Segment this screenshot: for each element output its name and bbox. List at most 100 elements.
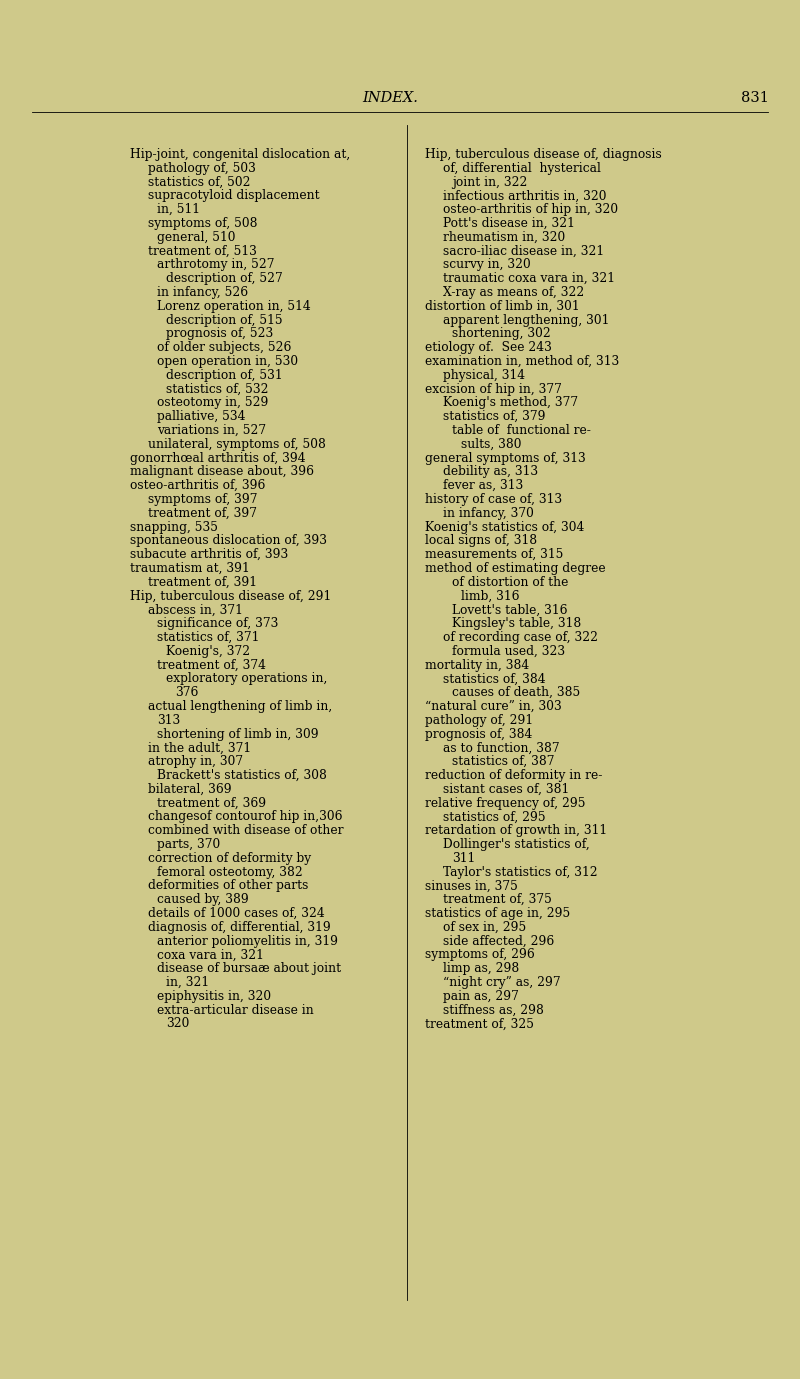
- Text: prognosis of, 523: prognosis of, 523: [166, 327, 274, 341]
- Text: “natural cure” in, 303: “natural cure” in, 303: [425, 701, 562, 713]
- Text: statistics of, 295: statistics of, 295: [443, 811, 546, 823]
- Text: Koenig's method, 377: Koenig's method, 377: [443, 396, 578, 410]
- Text: relative frequency of, 295: relative frequency of, 295: [425, 797, 586, 809]
- Text: distortion of limb in, 301: distortion of limb in, 301: [425, 299, 580, 313]
- Text: statistics of, 387: statistics of, 387: [452, 756, 554, 768]
- Text: statistics of, 371: statistics of, 371: [157, 632, 259, 644]
- Text: statistics of age in, 295: statistics of age in, 295: [425, 907, 570, 920]
- Text: apparent lengthening, 301: apparent lengthening, 301: [443, 313, 610, 327]
- Text: 376: 376: [175, 687, 198, 699]
- Text: bilateral, 369: bilateral, 369: [148, 783, 232, 796]
- Text: INDEX.: INDEX.: [362, 91, 418, 105]
- Text: 320: 320: [166, 1018, 190, 1030]
- Text: table of  functional re-: table of functional re-: [452, 423, 591, 437]
- Text: Brackett's statistics of, 308: Brackett's statistics of, 308: [157, 769, 327, 782]
- Text: rheumatism in, 320: rheumatism in, 320: [443, 230, 566, 244]
- Text: Koenig's, 372: Koenig's, 372: [166, 645, 250, 658]
- Text: sistant cases of, 381: sistant cases of, 381: [443, 783, 570, 796]
- Text: scurvy in, 320: scurvy in, 320: [443, 258, 530, 272]
- Text: debility as, 313: debility as, 313: [443, 465, 538, 479]
- Text: symptoms of, 508: symptoms of, 508: [148, 217, 258, 230]
- Text: general, 510: general, 510: [157, 230, 235, 244]
- Text: examination in, method of, 313: examination in, method of, 313: [425, 354, 619, 368]
- Text: changesof contourof hip in,306: changesof contourof hip in,306: [148, 811, 342, 823]
- Text: Lovett's table, 316: Lovett's table, 316: [452, 604, 567, 616]
- Text: measurements of, 315: measurements of, 315: [425, 549, 563, 561]
- Text: joint in, 322: joint in, 322: [452, 175, 527, 189]
- Text: reduction of deformity in re-: reduction of deformity in re-: [425, 769, 602, 782]
- Text: femoral osteotomy, 382: femoral osteotomy, 382: [157, 866, 302, 878]
- Text: pathology of, 291: pathology of, 291: [425, 714, 533, 727]
- Text: osteo-arthritis of, 396: osteo-arthritis of, 396: [130, 479, 266, 492]
- Text: “night cry” as, 297: “night cry” as, 297: [443, 976, 561, 989]
- Text: of older subjects, 526: of older subjects, 526: [157, 341, 291, 354]
- Text: in infancy, 370: in infancy, 370: [443, 507, 534, 520]
- Text: pain as, 297: pain as, 297: [443, 990, 519, 1003]
- Text: treatment of, 513: treatment of, 513: [148, 244, 257, 258]
- Text: of, differential  hysterical: of, differential hysterical: [443, 161, 601, 175]
- Text: Kingsley's table, 318: Kingsley's table, 318: [452, 618, 582, 630]
- Text: osteo-arthritis of hip in, 320: osteo-arthritis of hip in, 320: [443, 203, 618, 217]
- Text: in the adult, 371: in the adult, 371: [148, 742, 251, 754]
- Text: Hip-joint, congenital dislocation at,: Hip-joint, congenital dislocation at,: [130, 148, 350, 161]
- Text: sinuses in, 375: sinuses in, 375: [425, 880, 518, 892]
- Text: caused by, 389: caused by, 389: [157, 894, 249, 906]
- Text: of recording case of, 322: of recording case of, 322: [443, 632, 598, 644]
- Text: unilateral, symptoms of, 508: unilateral, symptoms of, 508: [148, 437, 326, 451]
- Text: stiffness as, 298: stiffness as, 298: [443, 1004, 544, 1016]
- Text: correction of deformity by: correction of deformity by: [148, 852, 311, 865]
- Text: infectious arthritis in, 320: infectious arthritis in, 320: [443, 189, 606, 203]
- Text: mortality in, 384: mortality in, 384: [425, 659, 530, 672]
- Text: details of 1000 cases of, 324: details of 1000 cases of, 324: [148, 907, 325, 920]
- Text: statistics of, 502: statistics of, 502: [148, 175, 250, 189]
- Text: of sex in, 295: of sex in, 295: [443, 921, 526, 934]
- Text: fever as, 313: fever as, 313: [443, 479, 523, 492]
- Text: diagnosis of, differential, 319: diagnosis of, differential, 319: [148, 921, 330, 934]
- Text: statistics of, 384: statistics of, 384: [443, 673, 546, 685]
- Text: Lorenz operation in, 514: Lorenz operation in, 514: [157, 299, 310, 313]
- Text: traumatism at, 391: traumatism at, 391: [130, 563, 250, 575]
- Text: treatment of, 374: treatment of, 374: [157, 659, 266, 672]
- Text: treatment of, 375: treatment of, 375: [443, 894, 552, 906]
- Text: arthrotomy in, 527: arthrotomy in, 527: [157, 258, 274, 272]
- Text: gonorrhœal arthritis of, 394: gonorrhœal arthritis of, 394: [130, 451, 306, 465]
- Text: method of estimating degree: method of estimating degree: [425, 563, 606, 575]
- Text: statistics of, 379: statistics of, 379: [443, 410, 546, 423]
- Text: description of, 527: description of, 527: [166, 272, 282, 285]
- Text: Hip, tuberculous disease of, 291: Hip, tuberculous disease of, 291: [130, 590, 331, 603]
- Text: Koenig's statistics of, 304: Koenig's statistics of, 304: [425, 521, 584, 534]
- Text: combined with disease of other: combined with disease of other: [148, 825, 343, 837]
- Text: treatment of, 369: treatment of, 369: [157, 797, 266, 809]
- Text: Taylor's statistics of, 312: Taylor's statistics of, 312: [443, 866, 598, 878]
- Text: X-ray as means of, 322: X-ray as means of, 322: [443, 285, 584, 299]
- Text: formula used, 323: formula used, 323: [452, 645, 565, 658]
- Text: treatment of, 397: treatment of, 397: [148, 507, 257, 520]
- Text: limp as, 298: limp as, 298: [443, 963, 519, 975]
- Text: parts, 370: parts, 370: [157, 838, 220, 851]
- Text: history of case of, 313: history of case of, 313: [425, 494, 562, 506]
- Text: shortening of limb in, 309: shortening of limb in, 309: [157, 728, 318, 741]
- Text: in, 321: in, 321: [166, 976, 209, 989]
- Text: of distortion of the: of distortion of the: [452, 576, 568, 589]
- Text: epiphysitis in, 320: epiphysitis in, 320: [157, 990, 271, 1003]
- Text: excision of hip in, 377: excision of hip in, 377: [425, 382, 562, 396]
- Text: treatment of, 391: treatment of, 391: [148, 576, 257, 589]
- Text: limb, 316: limb, 316: [461, 590, 519, 603]
- Text: as to function, 387: as to function, 387: [443, 742, 560, 754]
- Text: open operation in, 530: open operation in, 530: [157, 354, 298, 368]
- Text: disease of bursaæ about joint: disease of bursaæ about joint: [157, 963, 341, 975]
- Text: statistics of, 532: statistics of, 532: [166, 382, 269, 396]
- Text: general symptoms of, 313: general symptoms of, 313: [425, 451, 586, 465]
- Text: exploratory operations in,: exploratory operations in,: [166, 673, 327, 685]
- Text: palliative, 534: palliative, 534: [157, 410, 246, 423]
- Text: sacro-iliac disease in, 321: sacro-iliac disease in, 321: [443, 244, 604, 258]
- Text: Dollinger's statistics of,: Dollinger's statistics of,: [443, 838, 590, 851]
- Text: osteotomy in, 529: osteotomy in, 529: [157, 396, 268, 410]
- Text: description of, 531: description of, 531: [166, 368, 282, 382]
- Text: 311: 311: [452, 852, 475, 865]
- Text: Hip, tuberculous disease of, diagnosis: Hip, tuberculous disease of, diagnosis: [425, 148, 662, 161]
- Text: coxa vara in, 321: coxa vara in, 321: [157, 949, 264, 961]
- Text: spontaneous dislocation of, 393: spontaneous dislocation of, 393: [130, 535, 327, 547]
- Text: extra-articular disease in: extra-articular disease in: [157, 1004, 314, 1016]
- Text: local signs of, 318: local signs of, 318: [425, 535, 537, 547]
